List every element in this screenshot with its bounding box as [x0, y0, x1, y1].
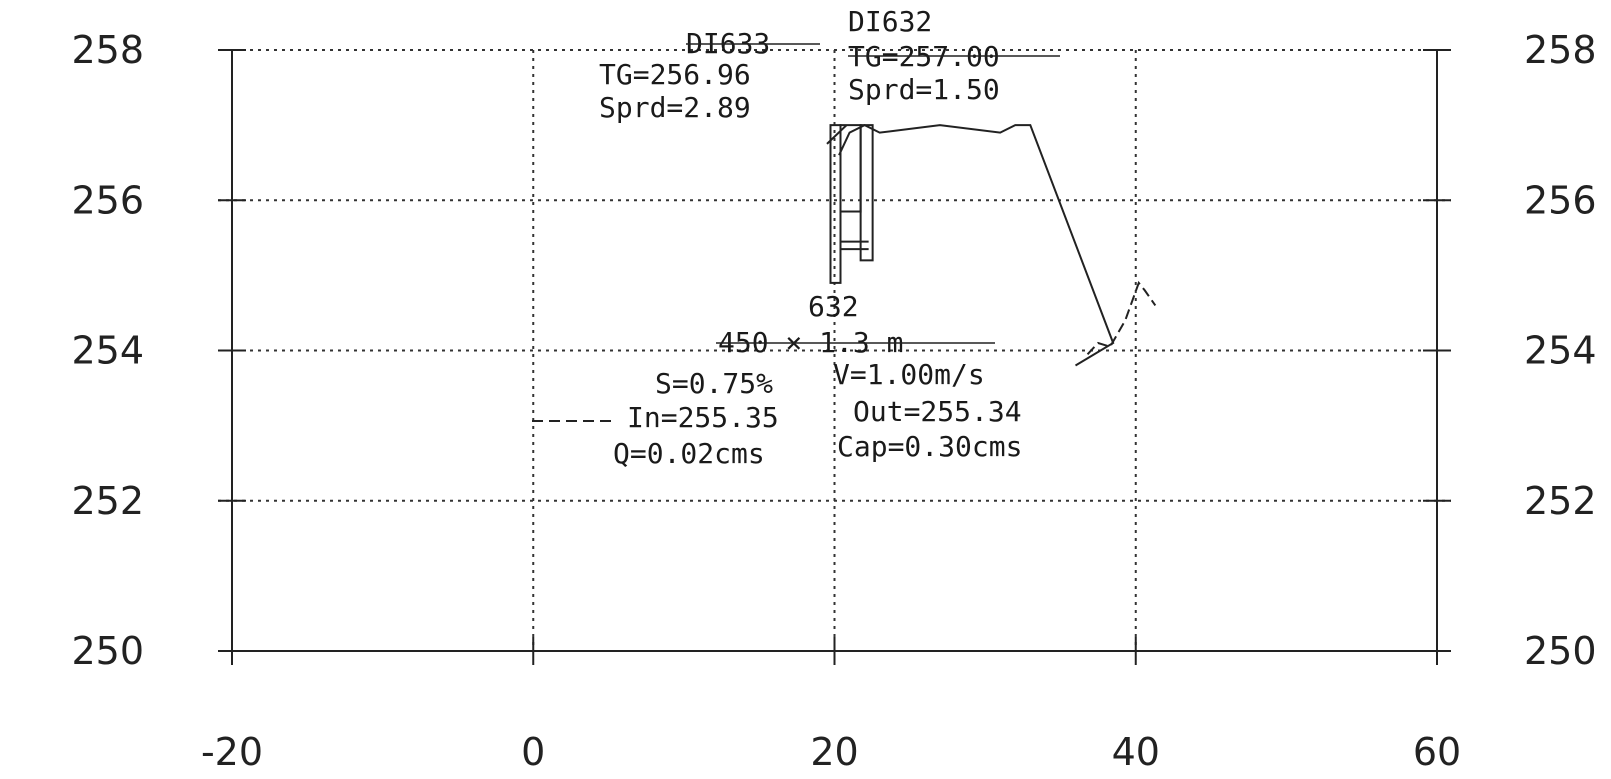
x-tick-label-2: 20: [810, 730, 858, 774]
structure-sump: [839, 124, 862, 213]
y-tick-label-left-1: 256: [71, 178, 144, 222]
pipe-id: 632: [808, 290, 859, 323]
y-tick-label-left-3: 252: [71, 479, 144, 523]
pipe-velocity: V=1.00m/s: [833, 358, 985, 391]
axis-frame: [218, 49, 1451, 665]
structure-lid-slope: [826, 124, 848, 145]
structure-box-1: [859, 124, 874, 262]
y-tick-label-right-2: 254: [1524, 329, 1597, 373]
ground-profile: [838, 124, 1157, 367]
y-tick-label-left-2: 254: [71, 329, 144, 373]
pipe-invert-in: In=255.35: [627, 401, 779, 434]
y-tick-label-right-3: 252: [1524, 479, 1597, 523]
downstream-profile-dashed: [1086, 280, 1157, 355]
ground-profile-line: [838, 124, 1115, 367]
structures: [826, 124, 874, 284]
x-tick-label-4: 60: [1413, 730, 1461, 774]
y-tick-label-left-0: 258: [71, 28, 144, 72]
structure-di632-spread: Sprd=1.50: [848, 73, 1000, 106]
pipe-capacity: Cap=0.30cms: [837, 430, 1022, 463]
y-tick-label-right-1: 256: [1524, 178, 1597, 222]
y-tick-label-right-0: 258: [1524, 28, 1597, 72]
structure-di633-top-grade: TG=256.96: [599, 58, 751, 91]
y-tick-label-left-4: 250: [71, 629, 144, 673]
grid-lines: [218, 49, 1451, 651]
structure-di633-spread: Sprd=2.89: [599, 91, 751, 124]
pipe-invert-out: Out=255.34: [853, 395, 1022, 428]
pipe-slope: S=0.75%: [655, 367, 773, 400]
x-tick-label-1: 0: [521, 730, 545, 774]
tick-labels: -20 0 20 40 60 258 258 256 256 254 254 252 252 250 250: [71, 28, 1596, 774]
x-tick-label-3: 40: [1112, 730, 1160, 774]
pipe-flow: Q=0.02cms: [613, 437, 765, 470]
y-tick-label-right-4: 250: [1524, 629, 1597, 673]
x-tick-label-0: -20: [201, 730, 263, 774]
structure-di632-name: DI632: [848, 5, 932, 38]
